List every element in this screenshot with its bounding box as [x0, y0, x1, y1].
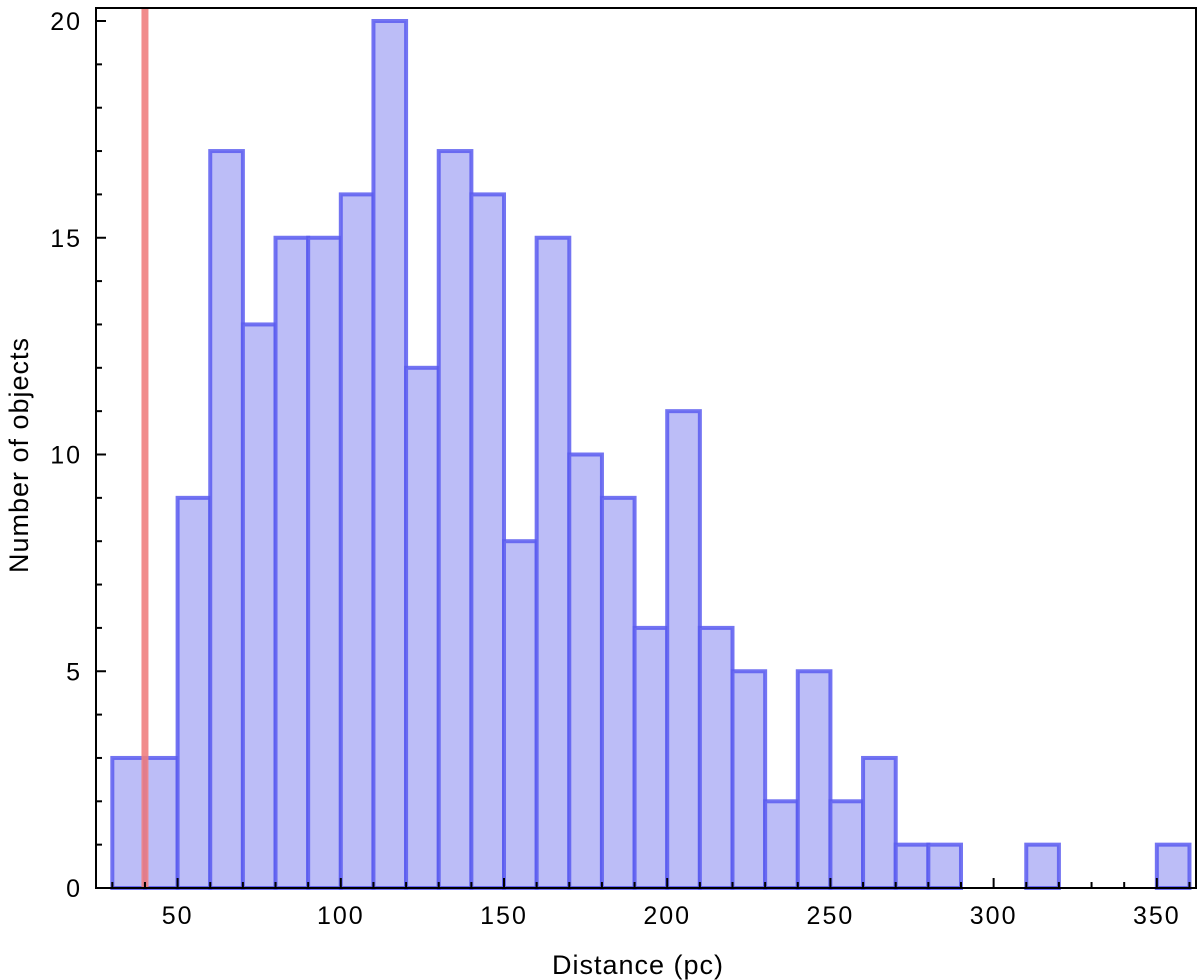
histogram-bar — [502, 539, 539, 890]
x-tick-label: 150 — [480, 902, 528, 930]
histogram-bar — [599, 495, 637, 890]
histogram-bar — [436, 149, 474, 890]
histogram-bar — [828, 799, 866, 890]
histogram-bar — [371, 19, 409, 890]
histogram-bar — [240, 322, 278, 891]
y-tick-label: 20 — [50, 8, 82, 36]
histogram-bar — [795, 669, 833, 890]
x-axis-label: Distance (pc) — [552, 950, 724, 980]
x-tick-label: 100 — [317, 902, 365, 930]
histogram-bar — [567, 452, 604, 890]
y-tick-label: 15 — [50, 225, 82, 253]
histogram-bar — [306, 235, 343, 890]
y-tick-label: 5 — [66, 658, 82, 686]
histogram-bar — [730, 669, 768, 890]
histogram-bar — [273, 235, 311, 890]
y-axis-ticks: 0 5 10 15 20 — [50, 8, 106, 903]
y-tick-label: 0 — [66, 875, 82, 903]
histogram-bar — [1154, 842, 1192, 891]
histogram-bar — [534, 235, 572, 890]
histogram-bar — [1024, 842, 1061, 891]
histogram-bar — [697, 625, 735, 890]
y-tick-label: 10 — [50, 442, 82, 470]
histogram-bar — [404, 365, 441, 890]
histogram-bar — [665, 409, 702, 890]
histogram-bar — [469, 192, 507, 891]
x-axis-ticks: 50 100 150 200 250 300 350 — [111, 878, 1191, 930]
histogram-bars — [110, 19, 1192, 891]
x-tick-label: 200 — [643, 902, 691, 930]
plot-frame — [95, 7, 1197, 889]
histogram-bar — [208, 149, 245, 890]
histogram-bar — [926, 842, 963, 891]
histogram-bar — [110, 755, 147, 890]
y-axis-label: Number of objects — [4, 337, 34, 573]
histogram-bar — [175, 495, 213, 890]
x-tick-label: 350 — [1133, 902, 1181, 930]
histogram-bar — [893, 842, 931, 891]
x-tick-label: 300 — [970, 902, 1018, 930]
histogram-bar — [338, 192, 376, 891]
x-tick-label: 250 — [807, 902, 855, 930]
histogram-bar — [763, 799, 800, 890]
histogram-bar — [632, 625, 670, 890]
x-tick-label: 50 — [162, 902, 194, 930]
histogram-bar — [142, 755, 180, 890]
histogram-bar — [861, 755, 898, 890]
